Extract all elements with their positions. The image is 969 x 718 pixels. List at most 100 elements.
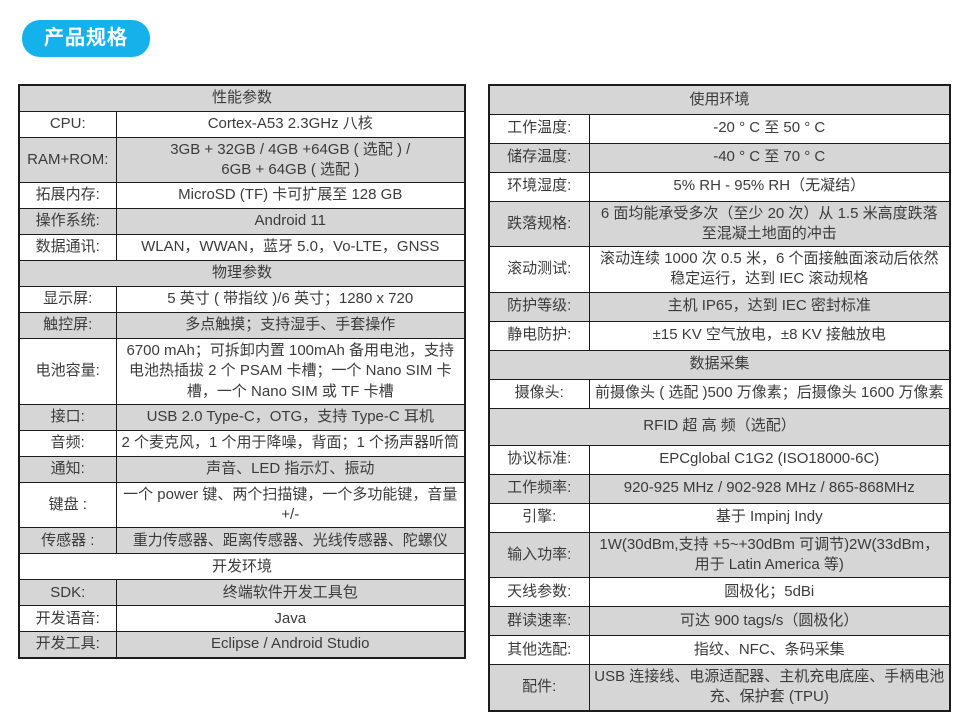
spec-row: 摄像头: 前摄像头 ( 选配 )500 万像素；后摄像头 1600 万像素	[488, 378, 951, 409]
spec-label-keyboard: 键盘 :	[18, 481, 117, 529]
spec-value-dev-tools: Eclipse / Android Studio	[115, 631, 466, 659]
section-header-data-capture: 数据采集	[488, 349, 951, 380]
section-row: 开发环境	[18, 553, 466, 581]
spec-label-touchscreen: 触控屏:	[18, 312, 117, 339]
spec-tables-container: 性能参数 CPU: Cortex-A53 2.3GHz 八核 RAM+ROM: 3G…	[0, 84, 969, 712]
spec-row: 储存温度: -40 ° C 至 70 ° C	[488, 142, 951, 173]
spec-row: 滚动测试: 滚动连续 1000 次 0.5 米，6 个面接触面滚动后依然稳定运行，…	[488, 246, 951, 293]
spec-label-dev-tools: 开发工具:	[18, 631, 117, 659]
spec-label-tumble-test: 滚动测试:	[488, 246, 590, 293]
spec-value-esd: ±15 KV 空气放电，±8 KV 接触放电	[588, 320, 951, 351]
spec-label-camera: 摄像头:	[488, 378, 590, 409]
section-header-usage-env: 使用环境	[488, 84, 951, 115]
spec-label-cpu: CPU:	[18, 110, 117, 138]
spec-row: 通知: 声音、LED 指示灯、振动	[18, 455, 466, 483]
spec-value-keyboard: 一个 power 键、两个扫描键，一个多功能键，音量 +/-	[115, 481, 466, 529]
spec-value-storage-temp: -40 ° C 至 70 ° C	[588, 142, 951, 173]
spec-label-audio: 音频:	[18, 429, 117, 457]
spec-row: 配件: USB 连接线、电源适配器、主机充电底座、手柄电池充、保护套 (TPU)	[488, 664, 951, 711]
section-row: 使用环境	[488, 84, 951, 115]
section-header-performance: 性能参数	[18, 84, 466, 112]
spec-label-os: 操作系统:	[18, 208, 117, 235]
environment-spec-table: 使用环境 工作温度: -20 ° C 至 50 ° C 储存温度: -40 ° C …	[488, 84, 951, 712]
spec-value-sdk: 终端软件开发工具包	[115, 579, 466, 607]
spec-label-humidity: 环境湿度:	[488, 171, 590, 202]
spec-label-dev-language: 开发语音:	[18, 605, 117, 633]
spec-label-other-options: 其他选配:	[488, 635, 590, 665]
spec-row: 开发工具: Eclipse / Android Studio	[18, 631, 466, 659]
spec-row: 静电防护: ±15 KV 空气放电，±8 KV 接触放电	[488, 320, 951, 351]
section-header-physical: 物理参数	[18, 260, 466, 287]
spec-value-engine: 基于 Impinj Indy	[588, 502, 951, 533]
spec-value-os: Android 11	[115, 208, 466, 235]
spec-row: RAM+ROM: 3GB + 32GB / 4GB +64GB ( 选配 ) / …	[18, 136, 466, 183]
spec-row: 拓展内存: MicroSD (TF) 卡可扩展至 128 GB	[18, 182, 466, 209]
spec-row: 触控屏: 多点触摸；支持湿手、手套操作	[18, 312, 466, 339]
spec-label-data-comm: 数据通讯:	[18, 234, 117, 261]
spec-value-touchscreen: 多点触摸；支持湿手、手套操作	[115, 312, 466, 339]
spec-value-ports: USB 2.0 Type-C，OTG，支持 Type-C 耳机	[115, 403, 466, 431]
spec-value-audio: 2 个麦克风，1 个用于降噪，背面；1 个扬声器听筒	[115, 429, 466, 457]
spec-value-input-power: 1W(30dBm,支持 +5~+30dBm 可调节)2W(33dBm，用于 La…	[588, 531, 951, 578]
spec-value-humidity: 5% RH - 95% RH（无凝结）	[588, 171, 951, 202]
spec-label-read-rate: 群读速率:	[488, 606, 590, 636]
spec-label-frequency: 工作频率:	[488, 473, 590, 504]
spec-value-protection-rating: 主机 IP65，达到 IEC 密封标准	[588, 291, 951, 322]
spec-label-ports: 接口:	[18, 403, 117, 431]
spec-label-operating-temp: 工作温度:	[488, 113, 590, 144]
spec-row: 输入功率: 1W(30dBm,支持 +5~+30dBm 可调节)2W(33dBm，…	[488, 531, 951, 578]
spec-label-engine: 引擎:	[488, 502, 590, 533]
spec-row: 显示屏: 5 英寸 ( 带指纹 )/6 英寸；1280 x 720	[18, 286, 466, 313]
spec-row: 开发语音: Java	[18, 605, 466, 633]
spec-row: 操作系统: Android 11	[18, 208, 466, 235]
spec-label-ram-rom: RAM+ROM:	[18, 136, 117, 183]
spec-value-drop-spec: 6 面均能承受多次（至少 20 次）从 1.5 米高度跌落至混凝土地面的冲击	[588, 200, 951, 247]
spec-value-tumble-test: 滚动连续 1000 次 0.5 米，6 个面接触面滚动后依然稳定运行，达到 IE…	[588, 246, 951, 293]
spec-label-antenna: 天线参数:	[488, 577, 590, 607]
section-header-rfid-uhf: RFID 超 高 频（选配）	[488, 407, 951, 446]
section-row: 数据采集	[488, 349, 951, 380]
spec-value-ram-rom: 3GB + 32GB / 4GB +64GB ( 选配 ) / 6GB + 64…	[115, 136, 466, 183]
spec-row: 协议标准: EPCglobal C1G2 (ISO18000-6C)	[488, 444, 951, 475]
spec-label-protocol: 协议标准:	[488, 444, 590, 475]
spec-value-protocol: EPCglobal C1G2 (ISO18000-6C)	[588, 444, 951, 475]
spec-label-protection-rating: 防护等级:	[488, 291, 590, 322]
spec-value-display: 5 英寸 ( 带指纹 )/6 英寸；1280 x 720	[115, 286, 466, 313]
section-row: 性能参数	[18, 84, 466, 112]
spec-value-expand-memory: MicroSD (TF) 卡可扩展至 128 GB	[115, 182, 466, 209]
spec-row: 跌落规格: 6 面均能承受多次（至少 20 次）从 1.5 米高度跌落至混凝土地面…	[488, 200, 951, 247]
spec-label-accessories: 配件:	[488, 664, 590, 711]
spec-row: 键盘 : 一个 power 键、两个扫描键，一个多功能键，音量 +/-	[18, 481, 466, 529]
spec-value-operating-temp: -20 ° C 至 50 ° C	[588, 113, 951, 144]
spec-row: CPU: Cortex-A53 2.3GHz 八核	[18, 110, 466, 138]
spec-value-camera: 前摄像头 ( 选配 )500 万像素；后摄像头 1600 万像素	[588, 378, 951, 409]
spec-label-display: 显示屏:	[18, 286, 117, 313]
section-row: RFID 超 高 频（选配）	[488, 407, 951, 446]
spec-row: 引擎: 基于 Impinj Indy	[488, 502, 951, 533]
spec-row: 数据通讯: WLAN，WWAN，蓝牙 5.0，Vo-LTE，GNSS	[18, 234, 466, 261]
spec-label-esd: 静电防护:	[488, 320, 590, 351]
spec-row: 接口: USB 2.0 Type-C，OTG，支持 Type-C 耳机	[18, 403, 466, 431]
spec-row: 天线参数: 圆极化；5dBi	[488, 577, 951, 607]
spec-row: 传感器 : 重力传感器、距离传感器、光线传感器、陀螺仪	[18, 527, 466, 555]
spec-row: SDK: 终端软件开发工具包	[18, 579, 466, 607]
section-row: 物理参数	[18, 260, 466, 287]
spec-row: 工作频率: 920-925 MHz / 902-928 MHz / 865-868…	[488, 473, 951, 504]
spec-value-cpu: Cortex-A53 2.3GHz 八核	[115, 110, 466, 138]
spec-value-other-options: 指纹、NFC、条码采集	[588, 635, 951, 665]
spec-value-sensors: 重力传感器、距离传感器、光线传感器、陀螺仪	[115, 527, 466, 555]
spec-value-notification: 声音、LED 指示灯、振动	[115, 455, 466, 483]
spec-row: 音频: 2 个麦克风，1 个用于降噪，背面；1 个扬声器听筒	[18, 429, 466, 457]
spec-label-sensors: 传感器 :	[18, 527, 117, 555]
spec-row: 其他选配: 指纹、NFC、条码采集	[488, 635, 951, 665]
spec-row: 环境湿度: 5% RH - 95% RH（无凝结）	[488, 171, 951, 202]
spec-label-sdk: SDK:	[18, 579, 117, 607]
spec-label-input-power: 输入功率:	[488, 531, 590, 578]
spec-row: 防护等级: 主机 IP65，达到 IEC 密封标准	[488, 291, 951, 322]
performance-spec-table: 性能参数 CPU: Cortex-A53 2.3GHz 八核 RAM+ROM: 3G…	[18, 84, 466, 659]
spec-value-antenna: 圆极化；5dBi	[588, 577, 951, 607]
product-spec-badge: 产品规格	[22, 20, 150, 57]
spec-value-accessories: USB 连接线、电源适配器、主机充电底座、手柄电池充、保护套 (TPU)	[588, 664, 951, 711]
spec-value-read-rate: 可达 900 tags/s（圆极化）	[588, 606, 951, 636]
spec-label-drop-spec: 跌落规格:	[488, 200, 590, 247]
